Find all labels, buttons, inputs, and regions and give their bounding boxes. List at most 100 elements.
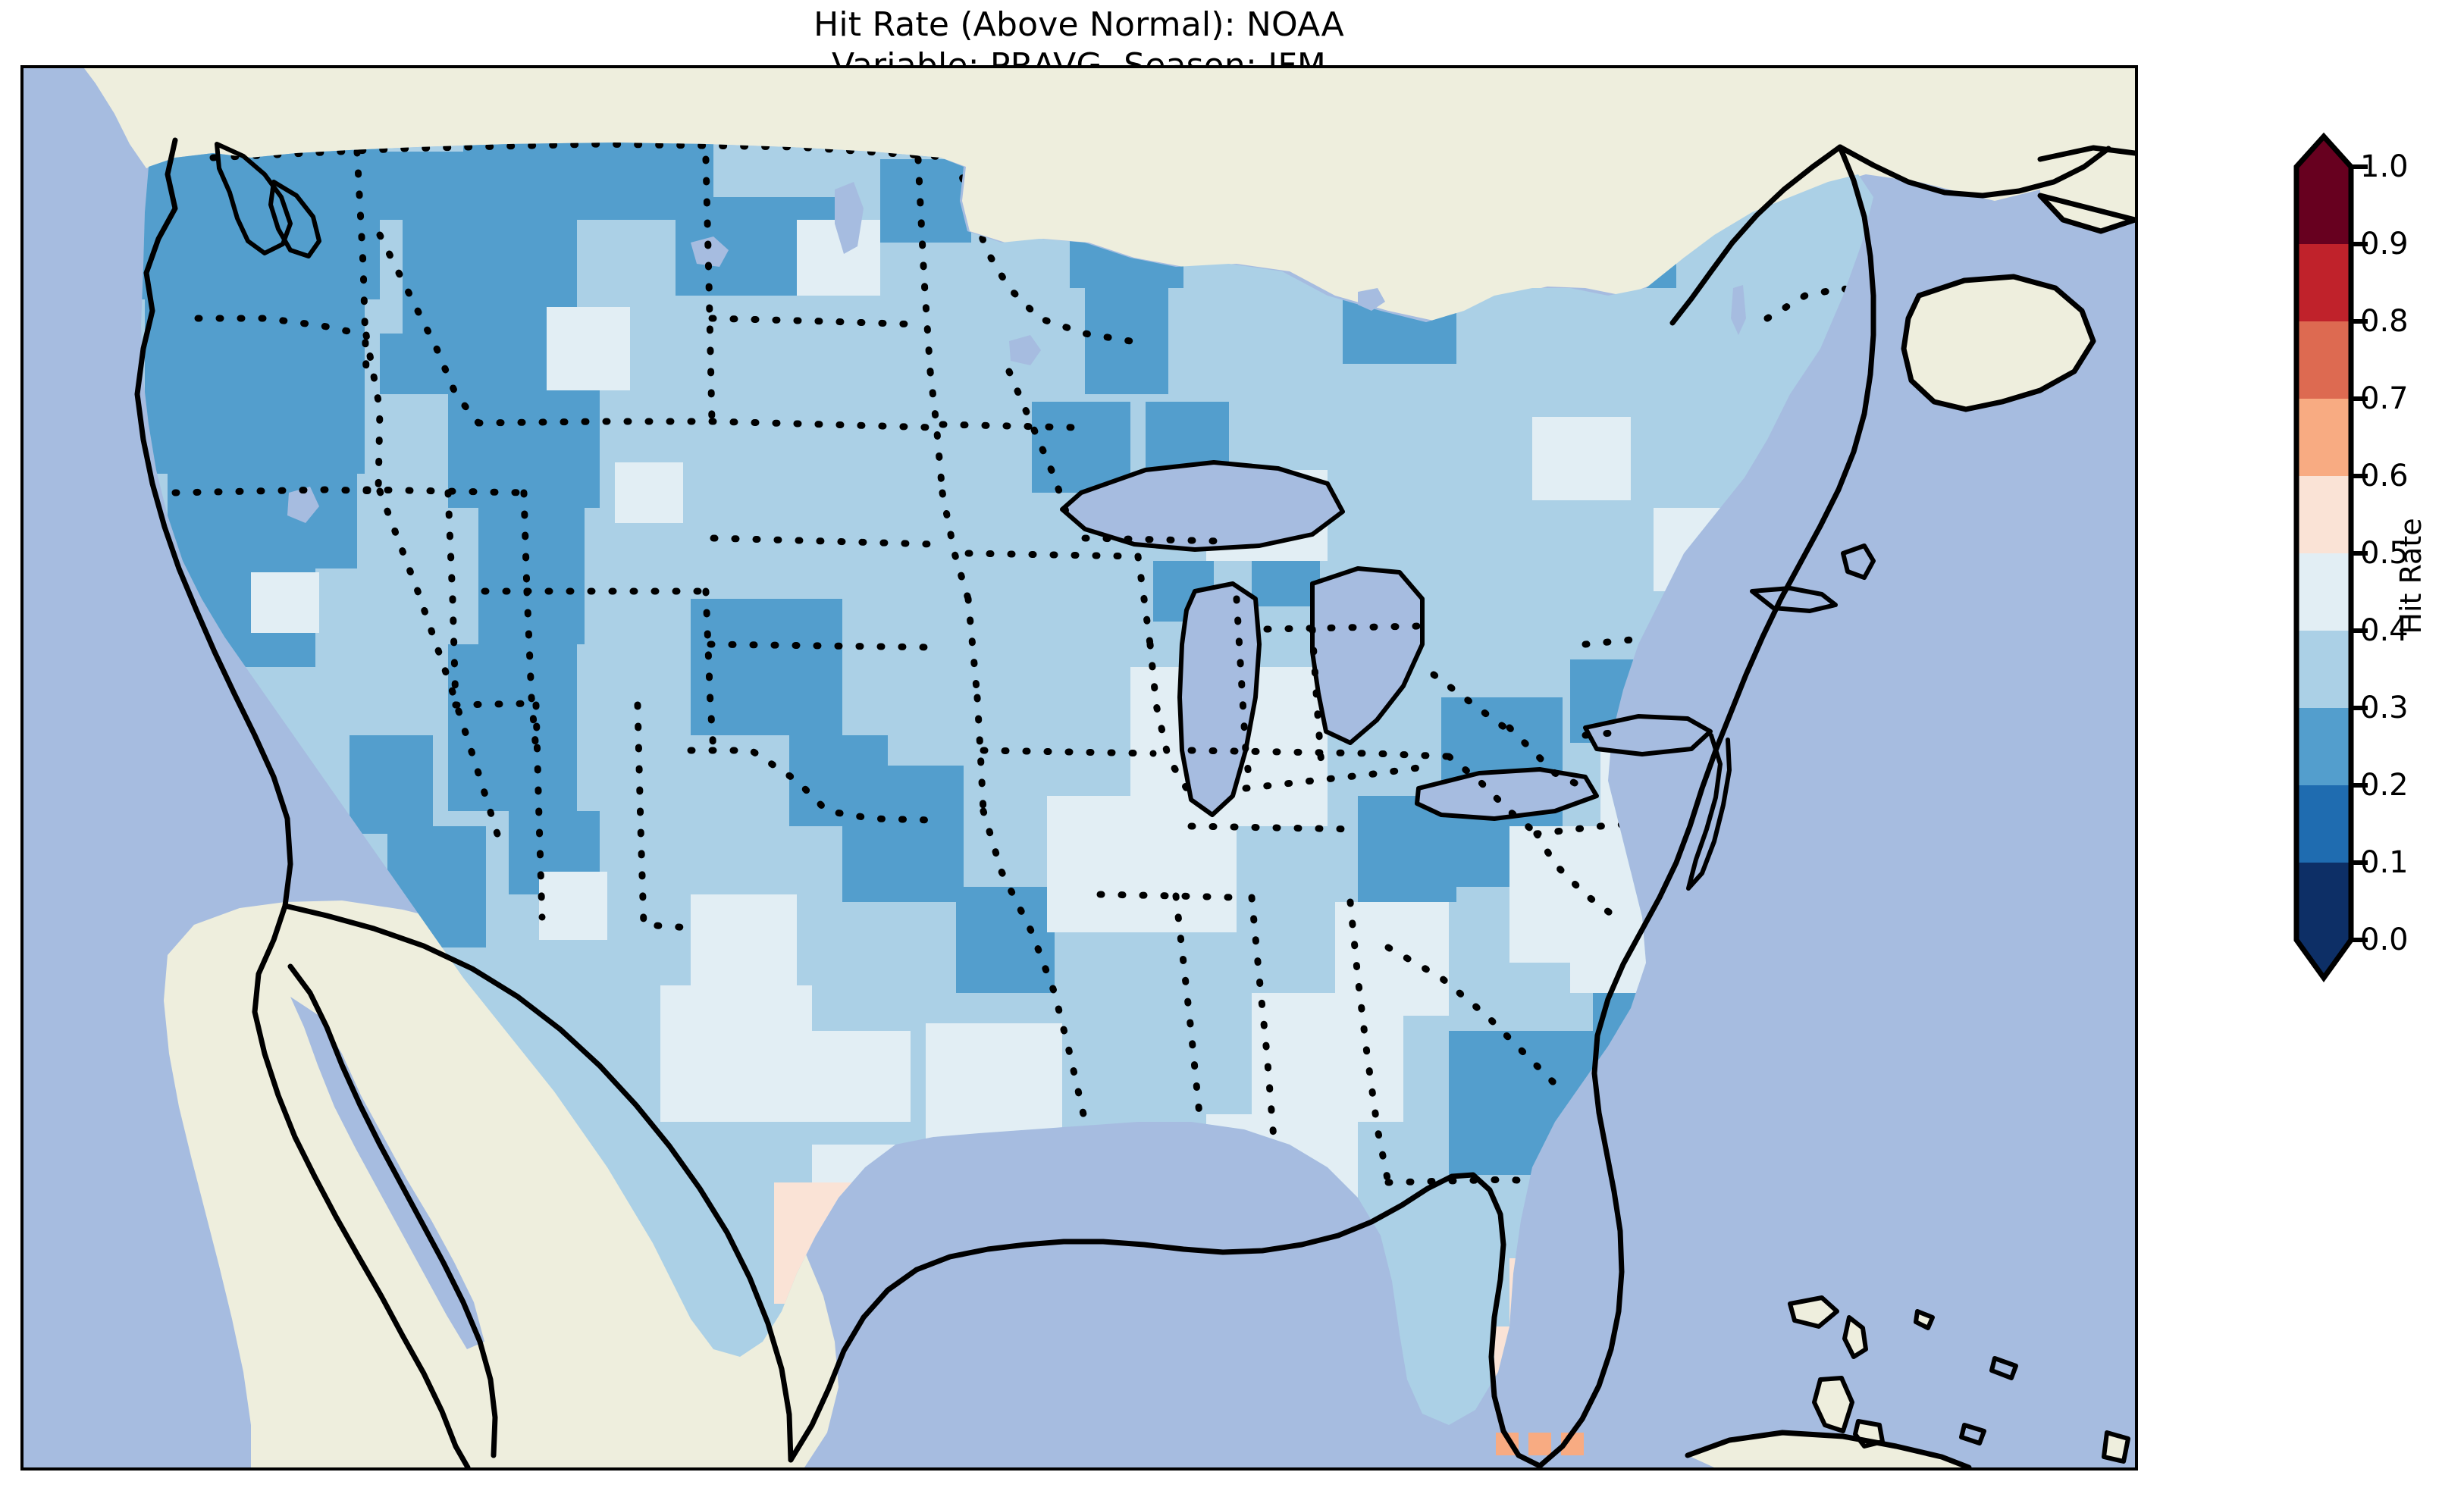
bahamas-coast [1788, 1295, 2130, 1464]
cb-band-3 [2296, 321, 2351, 399]
nova-scotia-landmass [1904, 277, 2093, 409]
cb-band-7 [2296, 631, 2351, 708]
cb-band-4 [2296, 399, 2351, 476]
florida-keys-cells [1496, 1433, 1584, 1455]
nova-scotia-coast [1901, 274, 2096, 412]
small-lakes-canada [691, 236, 729, 267]
ut-az-border [452, 700, 535, 709]
lake-huron [1312, 568, 1422, 743]
mexico-west-coast [282, 903, 794, 1463]
gulf-coast [788, 1172, 1543, 1467]
coastline-layer [134, 137, 2135, 1467]
mo-ar-border [980, 747, 1157, 757]
gulf-of-california [290, 997, 484, 1349]
ok-tx-border [687, 747, 937, 824]
mt-wy-border [475, 418, 710, 427]
colorbar: 1.0 0.9 0.8 0.7 0.6 0.5 0.4 0.3 0.2 0.1 … [2287, 121, 2409, 1031]
colorbar-tick-0-4: 0.4 [2360, 613, 2409, 648]
lake-winnipeg [835, 182, 864, 254]
gulf-california-east [287, 963, 498, 1458]
baja-outline [252, 903, 471, 1467]
us-canada-border [209, 143, 960, 161]
lake-of-the-woods [1009, 335, 1041, 365]
lake-erie [1417, 769, 1597, 819]
mo-il-ky-border [1146, 641, 1195, 800]
colorbar-axis-label: Hit Rate [2394, 518, 2428, 634]
il-in-border [1233, 595, 1254, 792]
nm-tx-border [634, 701, 694, 932]
ia-il-border [1134, 553, 1154, 648]
cape-cod [1841, 543, 1876, 580]
colorbar-tick-0-8: 0.8 [2360, 304, 2409, 339]
cb-band-8 [2296, 708, 2351, 785]
cb-band-10 [2296, 863, 2351, 940]
in-oh-border [1309, 625, 1325, 769]
id-mt-wy-border [376, 231, 482, 427]
ks-mo-border [964, 595, 981, 701]
ia-mn-border [939, 421, 1081, 431]
ga-sc-nc-border [1384, 944, 1559, 1088]
lake-champlain [1731, 285, 1746, 335]
great-lakes-shoreline [1060, 460, 1713, 821]
great-salt-lake [287, 487, 319, 523]
colorbar-tick-0-0: 0.0 [2360, 922, 2409, 957]
canada-landmass [84, 68, 2135, 321]
title-line-1: Hit Rate (Above Normal): NOAA [813, 5, 1344, 44]
cb-band-9 [2296, 785, 2351, 863]
newfoundland-landmass [2040, 148, 2135, 231]
colorbar-tick-0-1: 0.1 [2360, 845, 2409, 880]
atlantic-coast [1537, 144, 1876, 1467]
mi-oh-in-border [1263, 622, 1422, 633]
map-canvas [24, 68, 2135, 1467]
cuba-landmass [1688, 1433, 1964, 1467]
st-lawrence-river [1669, 144, 1843, 326]
cb-band-2 [2296, 244, 2351, 321]
wa-or-border [194, 315, 370, 339]
colorbar-tick-0-9: 0.9 [2360, 227, 2409, 262]
nd-mn-border [914, 155, 934, 375]
pacific-coast [134, 137, 293, 909]
newfoundland-coast [2037, 145, 2135, 234]
ne-ia-border [939, 489, 972, 603]
cb-band-1 [2296, 167, 2351, 244]
mt-nd-sd-border [702, 155, 716, 425]
al-ga-border [1346, 898, 1392, 1186]
colorbar-tick-0-7: 0.7 [2360, 381, 2409, 416]
foreign-land-layer [84, 68, 2135, 1467]
mn-canada-border [952, 154, 1134, 345]
chesapeake-bay [1686, 733, 1732, 891]
colorbar-tick-0-6: 0.6 [2360, 459, 2409, 493]
ar-la-ms-border [1096, 891, 1240, 901]
co-nm-border [523, 587, 540, 754]
ms-al-tn-border [1187, 822, 1362, 833]
colorbar-svg [2293, 132, 2368, 982]
cb-band-5 [2296, 476, 2351, 553]
cuba-coast [1685, 1430, 1972, 1467]
lake-superior [1062, 462, 1343, 550]
long-island [1750, 586, 1838, 613]
colorbar-bands [2296, 136, 2351, 978]
mn-wi-border [1005, 368, 1074, 527]
nv-ut-border [444, 489, 459, 709]
puget-sound-detail [215, 142, 321, 258]
colorbar-tick-0-3: 0.3 [2360, 691, 2409, 725]
tn-nc-border [1445, 753, 1541, 838]
colorbar-under-arrow [2296, 940, 2351, 978]
ca-nv-border [376, 487, 503, 845]
misc-canada-lakes [1358, 288, 1385, 311]
tn-ky-border [1187, 747, 1453, 760]
great-lakes-layer [287, 182, 1746, 819]
colorbar-tick-0-2: 0.2 [2360, 768, 2409, 803]
map-panel [20, 65, 2138, 1471]
cb-band-6 [2296, 553, 2351, 631]
oh-wv-pa-border [1430, 671, 1519, 739]
lake-ontario [1585, 716, 1710, 754]
colorbar-over-arrow [2296, 136, 2351, 167]
il-wi-border [1081, 534, 1225, 545]
baja-peninsula [251, 963, 492, 1452]
la-ms-border [1172, 892, 1207, 1156]
colorbar-ticks [2351, 164, 2368, 942]
colorbar-tick-1-0: 1.0 [2360, 149, 2409, 184]
canada-atlantic-coast [1837, 144, 2111, 199]
colorbar-tick-0-5: 0.5 [2360, 536, 2409, 571]
